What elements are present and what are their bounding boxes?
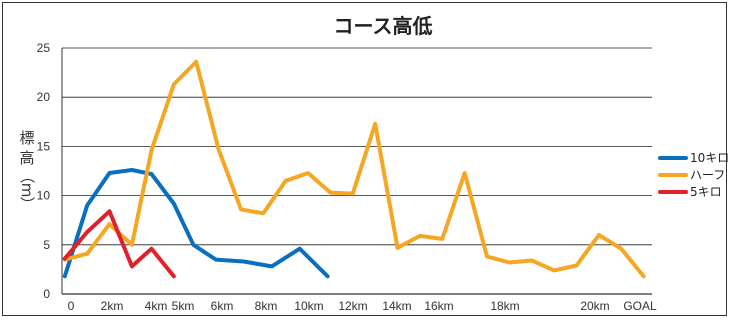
- x-tick-10: 18km: [490, 299, 519, 313]
- y-tick-5: 5: [43, 238, 50, 252]
- y-tick-10: 10: [37, 189, 51, 203]
- x-tick-0: 0: [68, 299, 75, 313]
- y-axis-label: 標高（m）: [18, 129, 36, 212]
- legend-label-1: ハーフ: [690, 168, 725, 182]
- y-tick-15: 15: [37, 139, 51, 153]
- x-tick-12: GOAL: [623, 299, 657, 313]
- x-tick-6: 10km: [294, 299, 323, 313]
- legend-label-2: 5キロ: [690, 185, 722, 199]
- y-tick-labels: 0 5 10 15 20 25: [37, 41, 51, 301]
- x-tick-3: 5km: [172, 299, 195, 313]
- y-label-char-0: 標: [19, 129, 34, 147]
- x-tick-8: 14km: [382, 299, 411, 313]
- y-tick-20: 20: [37, 90, 51, 104]
- x-tick-9: 16km: [424, 299, 453, 313]
- x-tick-11: 20km: [580, 299, 609, 313]
- x-tick-5: 8km: [255, 299, 278, 313]
- series-lines: [62, 59, 646, 279]
- x-tick-labels: 0 2km 4km 5km 6km 8km 10km 12km 14km 16km 18km 20km…: [68, 299, 657, 313]
- x-tick-4: 6km: [211, 299, 234, 313]
- legend-label-0: 10キロ: [690, 151, 729, 165]
- y-tick-0: 0: [43, 287, 50, 301]
- x-tick-7: 12km: [338, 299, 367, 313]
- y-label-char-3: m: [18, 183, 36, 198]
- x-tick-2: 4km: [145, 299, 168, 313]
- series-line-2: [62, 209, 176, 279]
- y-tick-25: 25: [37, 41, 51, 55]
- chart-title: コース高低: [334, 14, 433, 38]
- y-label-char-2: （: [18, 168, 36, 183]
- x-tick-1: 2km: [101, 299, 124, 313]
- y-label-char-1: 高: [19, 149, 34, 167]
- grid-lines: [61, 47, 652, 295]
- y-label-char-4: ）: [18, 196, 36, 211]
- series-line-1: [62, 59, 646, 279]
- series-line-0: [62, 168, 330, 279]
